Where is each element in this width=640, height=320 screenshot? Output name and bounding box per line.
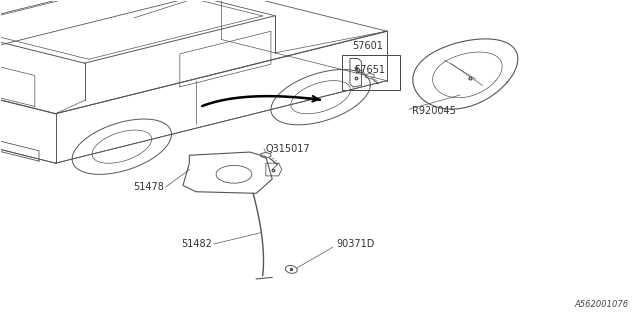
Text: 57651: 57651 xyxy=(354,65,385,75)
Text: Q315017: Q315017 xyxy=(266,144,310,154)
Text: 90371D: 90371D xyxy=(336,239,374,249)
Text: A562001076: A562001076 xyxy=(575,300,629,309)
Text: 51482: 51482 xyxy=(180,239,212,249)
Text: R920045: R920045 xyxy=(412,106,456,116)
Text: 51478: 51478 xyxy=(133,182,164,192)
Text: 57601: 57601 xyxy=(353,41,383,51)
